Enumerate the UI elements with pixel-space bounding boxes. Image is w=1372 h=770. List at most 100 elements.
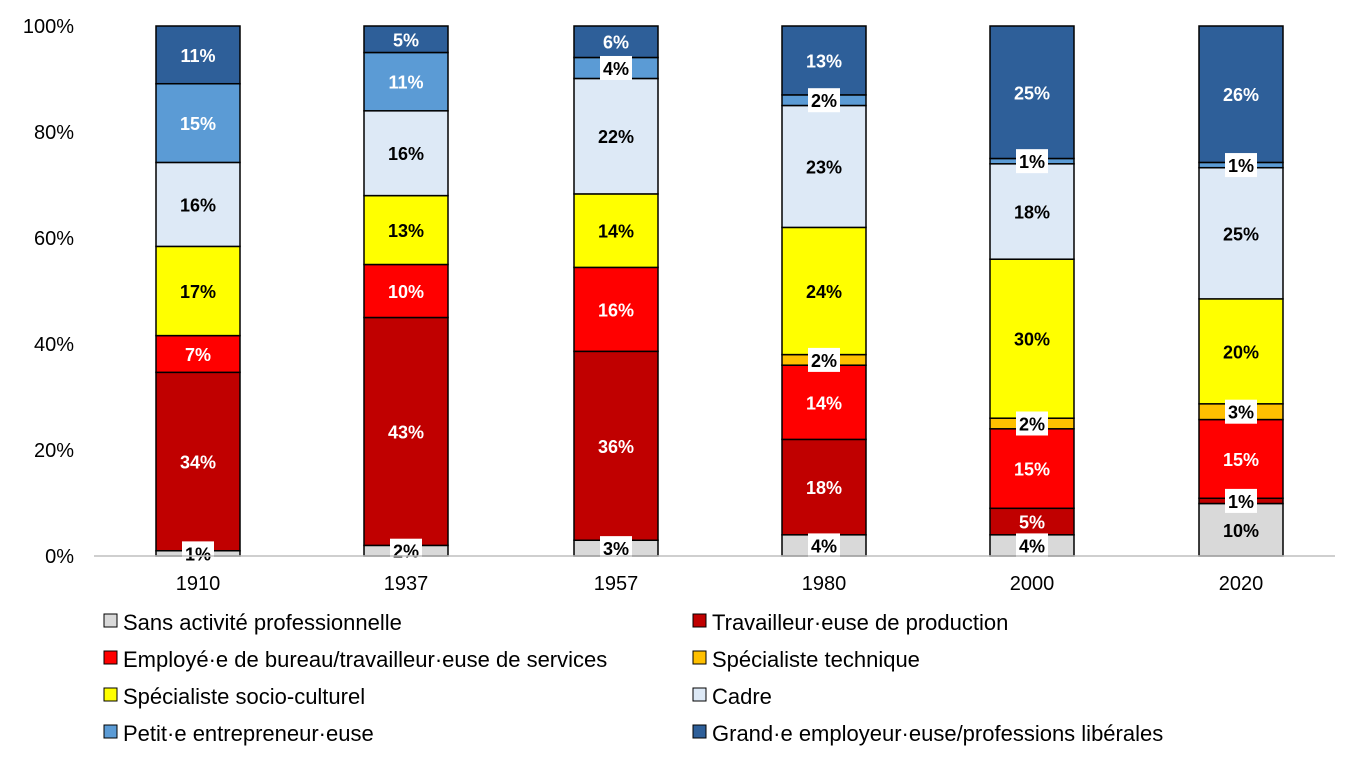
legend-swatch: [692, 650, 707, 665]
data-label: 2%: [811, 91, 837, 111]
data-label: 3%: [1228, 403, 1254, 423]
data-label: 16%: [388, 144, 424, 164]
bar-segment: [155, 245, 241, 337]
data-label: 13%: [388, 221, 424, 241]
bar-segment: [363, 25, 449, 54]
data-label-box: [182, 541, 214, 566]
data-label: 11%: [180, 46, 215, 66]
x-axis: 1910 1937 1957 1980 2000 2020: [94, 555, 1335, 595]
data-label-box: [390, 538, 422, 563]
bar-segment: [363, 51, 449, 112]
legend-label: Petit·e entrepreneur·euse: [123, 721, 374, 746]
data-label: 2%: [1019, 415, 1045, 435]
legend-label: Cadre: [712, 684, 772, 709]
data-label: 4%: [603, 59, 629, 79]
bar-segment: [155, 371, 241, 552]
data-label: 2%: [393, 542, 419, 562]
data-label: 5%: [393, 30, 419, 50]
data-label: 11%: [388, 73, 423, 93]
data-label: 14%: [806, 393, 842, 413]
data-label: 4%: [1019, 536, 1045, 556]
x-tick-label: 1980: [802, 573, 847, 595]
bar-segment: [573, 77, 659, 195]
data-label: 20%: [1223, 342, 1259, 362]
data-label-box: [808, 533, 840, 558]
data-label: 6%: [603, 33, 629, 53]
bar-segment: [155, 25, 241, 85]
data-label-box: [600, 55, 632, 80]
legend-label: Travailleur·euse de production: [712, 610, 1008, 635]
data-label-box: [1016, 411, 1048, 436]
bar-segment: [781, 226, 867, 356]
legend-label: Spécialiste technique: [712, 647, 920, 672]
data-label: 18%: [806, 478, 842, 498]
bar-segment: [781, 104, 867, 229]
data-label: 36%: [598, 437, 634, 457]
y-tick-label: 40%: [34, 334, 74, 356]
y-tick-label: 60%: [34, 228, 74, 250]
y-tick-label: 80%: [34, 122, 74, 144]
legend-swatch: [692, 724, 707, 739]
data-label: 15%: [180, 114, 216, 134]
data-label-box: [1225, 399, 1257, 424]
y-axis: 0% 20% 40% 60% 80% 100%: [23, 16, 74, 568]
legend-label: Sans activité professionnelle: [123, 610, 402, 635]
data-label: 3%: [603, 539, 629, 559]
data-label: 34%: [180, 453, 216, 473]
data-label: 43%: [388, 422, 424, 442]
legend-swatch: [692, 687, 707, 702]
data-label: 1%: [1019, 152, 1045, 172]
data-label: 24%: [806, 282, 842, 302]
data-label: 30%: [1014, 330, 1050, 350]
x-tick-label: 2000: [1010, 573, 1055, 595]
y-tick-label: 20%: [34, 440, 74, 462]
bar-segment: [363, 263, 449, 319]
data-label: 10%: [1223, 521, 1259, 541]
data-label: 26%: [1223, 85, 1259, 105]
legend-swatch: [103, 613, 118, 628]
x-tick-label: 1957: [594, 573, 639, 595]
y-tick-label: 100%: [23, 16, 74, 38]
data-label: 14%: [598, 222, 634, 242]
data-label: 4%: [811, 536, 837, 556]
x-tick-label: 1937: [384, 573, 429, 595]
data-label: 1%: [1228, 156, 1254, 176]
bar-segment: [1198, 418, 1284, 500]
data-label: 17%: [180, 282, 216, 302]
bar-segment: [989, 25, 1075, 160]
data-label: 5%: [1019, 513, 1045, 533]
data-label: 10%: [388, 282, 424, 302]
data-label-box: [808, 88, 840, 113]
y-tick-label: 0%: [45, 546, 74, 568]
data-label-box: [1225, 488, 1257, 513]
data-label: 18%: [1014, 203, 1050, 223]
data-label-box: [808, 347, 840, 372]
data-label: 1%: [185, 544, 211, 564]
legend-swatch: [103, 650, 118, 665]
data-label: 25%: [1014, 83, 1050, 103]
data-label: 2%: [811, 351, 837, 371]
x-tick-label: 2020: [1219, 573, 1264, 595]
bar-segment: [1198, 25, 1284, 164]
data-label: 16%: [598, 300, 634, 320]
legend-swatch: [103, 724, 118, 739]
legend-label: Employé·e de bureau/travailleur·euse de …: [123, 647, 607, 672]
x-tick-label: 1910: [176, 573, 221, 595]
legend: Sans activité professionnelle Travailleur…: [103, 610, 1163, 746]
data-label-box: [1016, 533, 1048, 558]
bars: 1% 34% 7% 17% 16% 15% 11% 2% 43% 10% 13% 16% 11% 5% 3%…: [155, 25, 1284, 566]
legend-label: Spécialiste socio-culturel: [123, 684, 365, 709]
data-label: 16%: [180, 195, 216, 215]
legend-swatch: [692, 613, 707, 628]
data-label-box: [1225, 153, 1257, 178]
data-label: 13%: [806, 51, 842, 71]
data-label: 15%: [1014, 460, 1050, 480]
data-label: 15%: [1223, 450, 1259, 470]
data-label: 23%: [806, 157, 842, 177]
data-label: 22%: [598, 127, 634, 147]
data-label: 7%: [185, 345, 211, 365]
data-label: 1%: [1228, 492, 1254, 512]
bar-segment: [781, 364, 867, 441]
bar-segment: [155, 161, 241, 248]
